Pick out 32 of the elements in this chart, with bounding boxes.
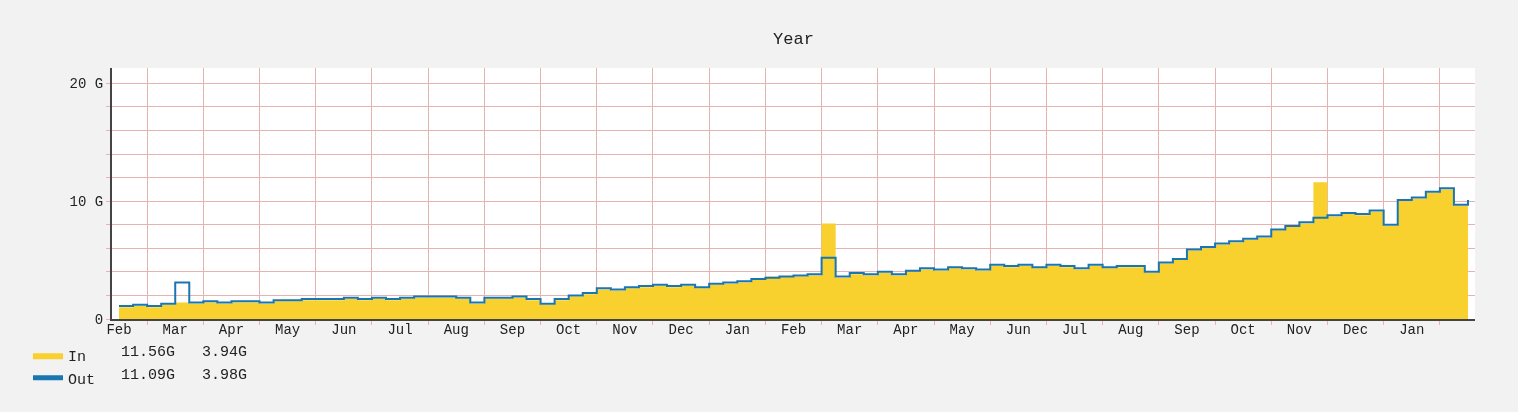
x-tick-label: Dec [1342, 322, 1369, 338]
x-tick-label: Aug [443, 322, 469, 338]
x-tick-label: Jul [387, 322, 413, 338]
x-tick-label: Nov [612, 322, 638, 338]
y-tick-label: 0 [94, 311, 104, 328]
x-tick-label: Jun [1005, 322, 1031, 338]
x-tick-label: Mar [837, 322, 863, 338]
x-tick-label: Dec [668, 322, 694, 338]
x-tick-label: Nov [1286, 322, 1312, 338]
x-tick-label: Feb [106, 322, 132, 338]
x-tick-label: May [275, 322, 301, 338]
text: 11.56G 3.94G [121, 344, 248, 361]
x-tick-label: Apr [893, 322, 919, 338]
x-tick-label: May [949, 322, 975, 338]
x-tick-label: Mar [162, 322, 188, 338]
x-tick-label: Apr [218, 322, 245, 338]
y-tick-label: 10 G [69, 194, 104, 211]
legend-label: Out [68, 371, 96, 389]
x-tick-label: Sep [1174, 322, 1200, 338]
x-tick-label: Sep [499, 322, 526, 338]
x-tick-label: Oct [556, 322, 582, 338]
x-tick-label: Jan [724, 322, 750, 338]
x-tick-label: Jul [1061, 322, 1088, 338]
x-tick-label: Jun [331, 322, 357, 338]
legend-label: In [68, 349, 87, 367]
x-tick-label: Jan [1399, 322, 1425, 338]
x-tick-label: Feb [780, 322, 807, 338]
text: 11.09G 3.98G [121, 367, 248, 384]
x-tick-label: Aug [1118, 322, 1144, 338]
chart-title: Year [773, 29, 814, 49]
y-tick-label: 20 G [69, 76, 104, 93]
x-tick-label: Oct [1230, 322, 1256, 338]
